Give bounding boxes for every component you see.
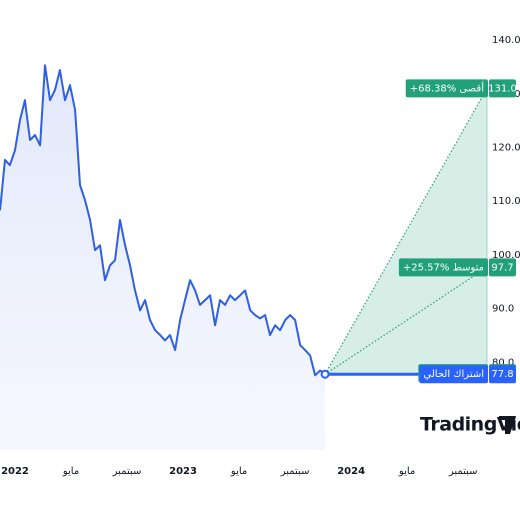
y-tick-label: 100.0 [492,250,520,261]
x-tick-label: 2023 [169,466,197,477]
x-tick-label: مايو [230,466,247,477]
current-dot [320,369,330,379]
price-tag: 131.0 +68.38% أقصى [405,79,517,98]
price-tag: 77.8 اشتراك الحالي [419,365,516,384]
forecast-line [324,88,488,375]
y-tick-label: 110.0 [492,196,520,207]
name-label: +25.57% متوسط [403,262,484,273]
forecast-line [324,266,488,375]
watermark: TradingView [420,414,520,436]
value-label: 97.7 [491,262,513,273]
value-label: 77.8 [491,369,513,380]
price-line [0,64,326,377]
value-label: 131.0 [488,83,517,94]
x-tick-label: 2024 [337,466,365,477]
x-tick-label: 2022 [1,466,29,477]
logo [499,416,516,434]
price-tag: 97.7 +25.57% متوسط [398,258,516,277]
name-box [405,79,488,98]
x-tick-label: مايو [62,466,79,477]
y-tick-label: 120.0 [492,142,520,153]
price-area [0,65,326,451]
x-tick-label: سبتمبر [112,466,142,477]
x-tick-label: سبتمبر [280,466,310,477]
value-box [489,365,516,384]
name-label: اشتراك الحالي [423,369,484,380]
value-box [489,258,516,277]
y-tick-label: 80.0 [492,357,514,368]
y-tick-label: 140.0 [492,35,520,46]
name-box [419,365,488,384]
value-box [489,79,516,98]
name-label: +68.38% أقصى [410,81,484,94]
name-box [398,258,488,277]
y-tick-label: 90.0 [492,304,514,315]
x-tick-label: سبتمبر [448,466,478,477]
x-tick-label: مايو [398,466,415,477]
